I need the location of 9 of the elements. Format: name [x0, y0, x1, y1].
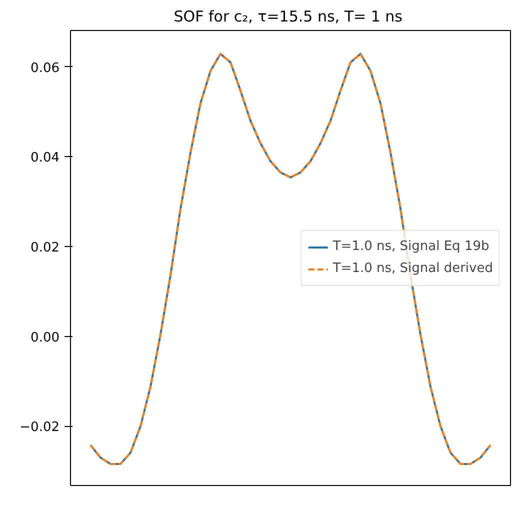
chart-title: SOF for c₂, τ=15.5 ns, T= 1 ns [174, 8, 403, 26]
y-tick-label: 0.02 [30, 240, 60, 256]
line-series [90, 52, 492, 465]
y-tick-label: 0.00 [30, 330, 60, 346]
legend-label: T=1.0 ns, Signal Eq 19b [332, 239, 490, 254]
y-tick-label: 0.04 [30, 150, 60, 166]
y-tick-label: −0.02 [20, 420, 60, 436]
y-tick-label: 0.06 [30, 60, 60, 76]
legend-label: T=1.0 ns, Signal derived [332, 261, 493, 276]
